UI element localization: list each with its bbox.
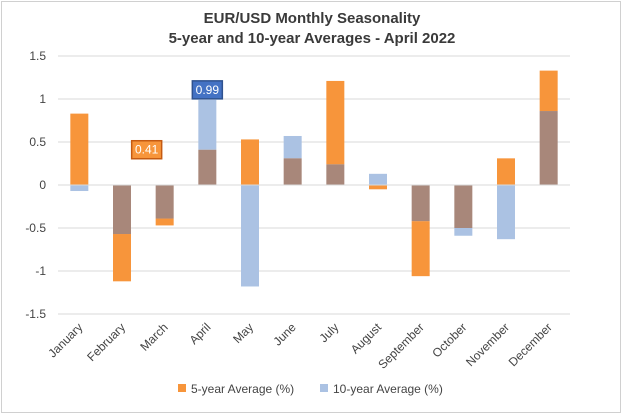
bar-5yr-november — [497, 158, 515, 185]
x-tick-label: February — [84, 320, 128, 364]
chart-title: EUR/USD Monthly Seasonality — [203, 10, 421, 27]
bar-10yr-november — [497, 185, 515, 240]
legend-swatch-5yr — [178, 384, 186, 392]
x-tick-label: January — [45, 320, 85, 360]
y-axis-ticks: 1.5 1 0.5 0 -0.5 -1 -1.5 — [25, 49, 46, 321]
x-tick-label: November — [463, 320, 512, 369]
legend-swatch-10yr — [320, 384, 328, 392]
annotation-label: 0.99 — [196, 83, 220, 97]
x-tick-label: June — [270, 320, 299, 349]
bar-10yr-august — [369, 173, 387, 185]
x-tick-label: September — [375, 320, 426, 371]
bar-overlap-september — [411, 185, 430, 222]
annotation-box — [191, 80, 224, 100]
x-tick-label: May — [230, 320, 256, 346]
chart-subtitle: 5-year and 10-year Averages - April 2022 — [168, 30, 456, 47]
bar-5yr-february — [113, 234, 131, 282]
bar-5yr-july — [326, 80, 345, 165]
bar-10yr-june — [283, 135, 302, 159]
bar-5yr-december — [539, 70, 558, 112]
x-tick-label: March — [137, 320, 170, 353]
bar-5yr-march — [155, 218, 174, 226]
legend-label-10yr: 10-year Average (%) — [333, 382, 443, 396]
x-tick-label: April — [187, 320, 214, 347]
bar-overlap-march — [155, 185, 174, 219]
x-tick-label: August — [348, 320, 385, 357]
bar-5yr-may — [241, 139, 259, 185]
bar-5yr-january — [70, 113, 89, 185]
bar-5yr-september — [411, 221, 430, 277]
x-tick-label: July — [316, 320, 341, 345]
bar-overlap-april — [198, 149, 217, 185]
y-tick-label: 1 — [39, 92, 46, 106]
bar-10yr-january — [70, 185, 89, 192]
y-tick-label: -1.5 — [25, 307, 46, 321]
y-tick-label: -0.5 — [25, 221, 46, 235]
annotations: 0.99 0.41 — [130, 80, 224, 160]
bar-5yr-august — [369, 185, 387, 190]
bar-overlap-june — [283, 158, 302, 185]
legend: 5-year Average (%) 10-year Average (%) — [178, 382, 443, 396]
y-tick-label: 0.5 — [29, 135, 46, 149]
bar-overlap-december — [539, 111, 558, 185]
annotation-label: 0.41 — [135, 143, 159, 157]
y-tick-label: -1 — [35, 264, 46, 278]
x-tick-label: December — [506, 320, 555, 369]
bar-10yr-october — [454, 228, 473, 236]
bar-10yr-may — [241, 185, 259, 287]
bar-10yr-april — [198, 99, 217, 150]
y-tick-label: 1.5 — [29, 49, 46, 63]
x-tick-label: October — [429, 320, 469, 360]
legend-label-5yr: 5-year Average (%) — [191, 382, 294, 396]
bar-overlap-october — [454, 185, 473, 228]
y-tick-label: 0 — [39, 178, 46, 192]
bar-overlap-february — [113, 185, 131, 235]
bars — [58, 70, 570, 287]
annotation-box — [130, 139, 163, 160]
bar-overlap-july — [326, 164, 345, 185]
